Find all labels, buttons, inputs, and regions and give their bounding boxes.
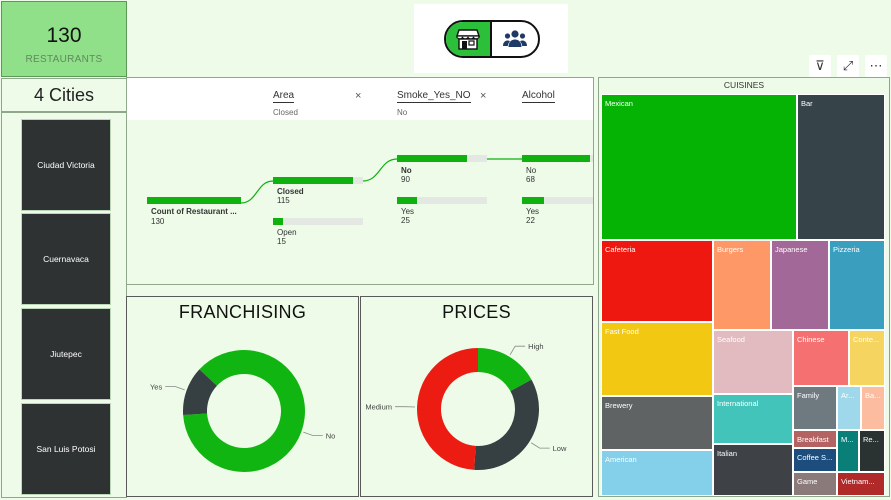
node-value-smoke-yes: 25 <box>401 216 410 225</box>
city-button-jiutepec[interactable]: Jiutepec <box>21 308 111 400</box>
leader-line <box>509 345 526 355</box>
franchising-donut: No Yes <box>150 350 336 472</box>
tile-ar[interactable]: Ar... <box>837 386 861 430</box>
tile-mexican[interactable]: Mexican <box>601 94 797 240</box>
tile-ba[interactable]: Ba... <box>861 386 885 430</box>
node-bar-alcohol-yes[interactable] <box>522 197 544 204</box>
level-sub-smoke: No <box>397 108 408 117</box>
tile-m[interactable]: M... <box>837 430 859 472</box>
node-label-closed: Closed <box>277 187 304 196</box>
prices-panel: PRICES High Low Medium <box>360 296 593 497</box>
slice-yes[interactable] <box>183 369 217 416</box>
slice-label: Low <box>553 444 567 453</box>
slice-no[interactable] <box>183 350 305 472</box>
root-label: Count of Restaurant ... <box>151 207 237 216</box>
city-button-ciudad-victoria[interactable]: Ciudad Victoria <box>21 119 111 211</box>
tile-game[interactable]: Game <box>793 472 837 496</box>
leader-line <box>165 386 185 391</box>
level-title-alcohol: Alcohol <box>522 90 555 103</box>
more-options-icon[interactable]: ⋯ <box>865 55 887 77</box>
node-bar-bg <box>397 197 487 204</box>
franchising-title: FRANCHISING <box>178 302 307 322</box>
node-label-smoke-yes: Yes <box>401 207 415 216</box>
node-value-alcohol-yes: 22 <box>526 216 535 225</box>
tile-international[interactable]: International <box>713 394 793 444</box>
remove-level-area-icon[interactable]: × <box>355 90 362 102</box>
tile-italian[interactable]: Italian <box>713 444 793 496</box>
root-value: 130 <box>151 217 165 226</box>
node-label-smoke-no: No <box>401 166 412 175</box>
node-label-alcohol-yes: Yes <box>526 207 540 216</box>
users-icon <box>503 30 527 47</box>
node-bar-alcohol-no[interactable] <box>522 155 590 162</box>
tile-japanese[interactable]: Japanese <box>771 240 829 330</box>
node-bar-bg <box>273 218 363 225</box>
slice-label: Medium <box>365 403 392 412</box>
city-button-cuernavaca[interactable]: Cuernavaca <box>21 213 111 305</box>
level-title-smoke: Smoke_Yes_NO <box>397 90 471 103</box>
cuisines-title: CUISINES <box>723 80 765 90</box>
tile-seafood[interactable]: Seafood <box>713 330 793 394</box>
tile-re[interactable]: Re... <box>859 430 885 472</box>
tile-breakfast[interactable]: Breakfast <box>793 430 837 448</box>
tile-cafeteria[interactable]: Cafeteria <box>601 240 713 322</box>
level-title-area: Area <box>273 90 295 103</box>
root-bar[interactable] <box>147 197 241 204</box>
logo-toggle <box>444 20 540 58</box>
tile-conte[interactable]: Conte... <box>849 330 885 386</box>
slice-high[interactable] <box>478 348 532 392</box>
prices-donut: High Low Medium <box>365 342 567 470</box>
cities-count-card: 4 Cities <box>1 78 127 112</box>
decomposition-tree: Area × Closed Smoke_Yes_NO × No Alcohol … <box>126 77 594 285</box>
tile-brewery[interactable]: Brewery <box>601 396 713 450</box>
focus-mode-icon[interactable]: ⤢ <box>837 55 859 77</box>
franchising-panel: FRANCHISING No Yes <box>126 296 359 497</box>
slice-label: High <box>528 342 543 351</box>
city-button-san-luis-potosi[interactable]: San Luis Potosi <box>21 403 111 495</box>
tree-header: Area × Closed Smoke_Yes_NO × No Alcohol <box>127 78 593 120</box>
tile-bar[interactable]: Bar <box>797 94 885 240</box>
tile-pizzeria[interactable]: Pizzeria <box>829 240 885 330</box>
node-bar-smoke-yes[interactable] <box>397 197 417 204</box>
tile-burgers[interactable]: Burgers <box>713 240 771 330</box>
tile-family[interactable]: Family <box>793 386 837 430</box>
node-value-closed: 115 <box>277 196 290 205</box>
tile-coffee-s[interactable]: Coffee S... <box>793 448 837 472</box>
slice-medium[interactable] <box>417 348 478 470</box>
tree-connectors <box>240 158 522 204</box>
city-slicer: Ciudad Victoria Cuernavaca Jiutepec San … <box>1 112 127 498</box>
node-bar-closed[interactable] <box>273 177 353 184</box>
node-value-alcohol-no: 68 <box>526 175 535 184</box>
slice-low[interactable] <box>474 379 539 470</box>
filter-icon[interactable]: ⊽ <box>809 55 831 77</box>
node-label-alcohol-no: No <box>526 166 537 175</box>
logo <box>414 4 568 73</box>
leader-line <box>530 442 550 449</box>
node-value-open: 15 <box>277 237 286 246</box>
restaurants-kpi-card: 130 RESTAURANTS <box>1 1 127 77</box>
restaurants-count: 130 <box>46 24 82 47</box>
node-label-open: Open <box>277 228 297 237</box>
restaurants-label: RESTAURANTS <box>25 54 103 65</box>
leader-line <box>303 431 323 436</box>
prices-title: PRICES <box>442 302 511 322</box>
tile-american[interactable]: American <box>601 450 713 496</box>
slice-label: Yes <box>150 383 162 392</box>
node-bar-smoke-no[interactable] <box>397 155 467 162</box>
store-icon <box>456 29 480 50</box>
node-bar-open[interactable] <box>273 218 283 225</box>
node-bar-bg <box>522 197 593 204</box>
tile-vietnam[interactable]: Vietnam... <box>837 472 885 496</box>
node-value-smoke-no: 90 <box>401 175 410 184</box>
tile-chinese[interactable]: Chinese <box>793 330 849 386</box>
slice-label: No <box>326 431 336 440</box>
remove-level-smoke-icon[interactable]: × <box>480 90 487 102</box>
tile-fast-food[interactable]: Fast Food <box>601 322 713 396</box>
cuisines-treemap: CUISINES Mexican Bar Cafeteria Burgers Japan… <box>598 77 890 497</box>
level-sub-area: Closed <box>273 108 298 117</box>
